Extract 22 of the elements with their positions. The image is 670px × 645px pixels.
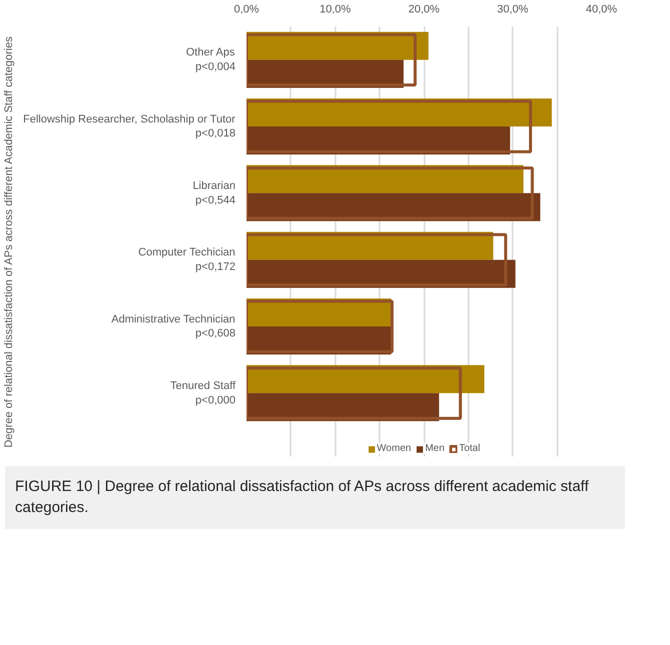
x-tick-label: 20,0% [408,4,440,16]
legend-label: Total [459,443,480,454]
bar [246,233,508,287]
legend-label: Men [425,443,446,454]
x-tick-label: 0,0% [234,4,260,16]
y-tick-label: Fellowship Researcher, Scholaship or Tutor p<0,018 [23,113,236,140]
y-tick-label: Librarian p<0,544 [192,180,236,206]
x-tick-label: 30,0% [497,4,529,16]
bar [246,166,534,220]
y-tick-label: Tenured Staff p<0,000 [170,380,236,406]
x-tick-label: 40,0% [586,4,618,16]
x-tick-label: 10,0% [320,4,352,16]
y-axis-title: Degree of relational dissatisfaction of APs across different Academic Staff categories [3,36,16,448]
bar [246,366,462,420]
bar [246,300,394,354]
bar [246,100,532,154]
legend-label: Women [376,443,412,454]
bar [246,33,417,87]
y-tick-label: Computer Techician p<0,172 [138,246,236,274]
y-tick-label: Administrative Technician p<0,608 [111,313,236,340]
y-tick-label: Other Aps p<0,004 [186,46,236,74]
caption: FIGURE 10 | Degree of relational dissatisfaction of APs across different academic staff categories. [15,477,590,518]
